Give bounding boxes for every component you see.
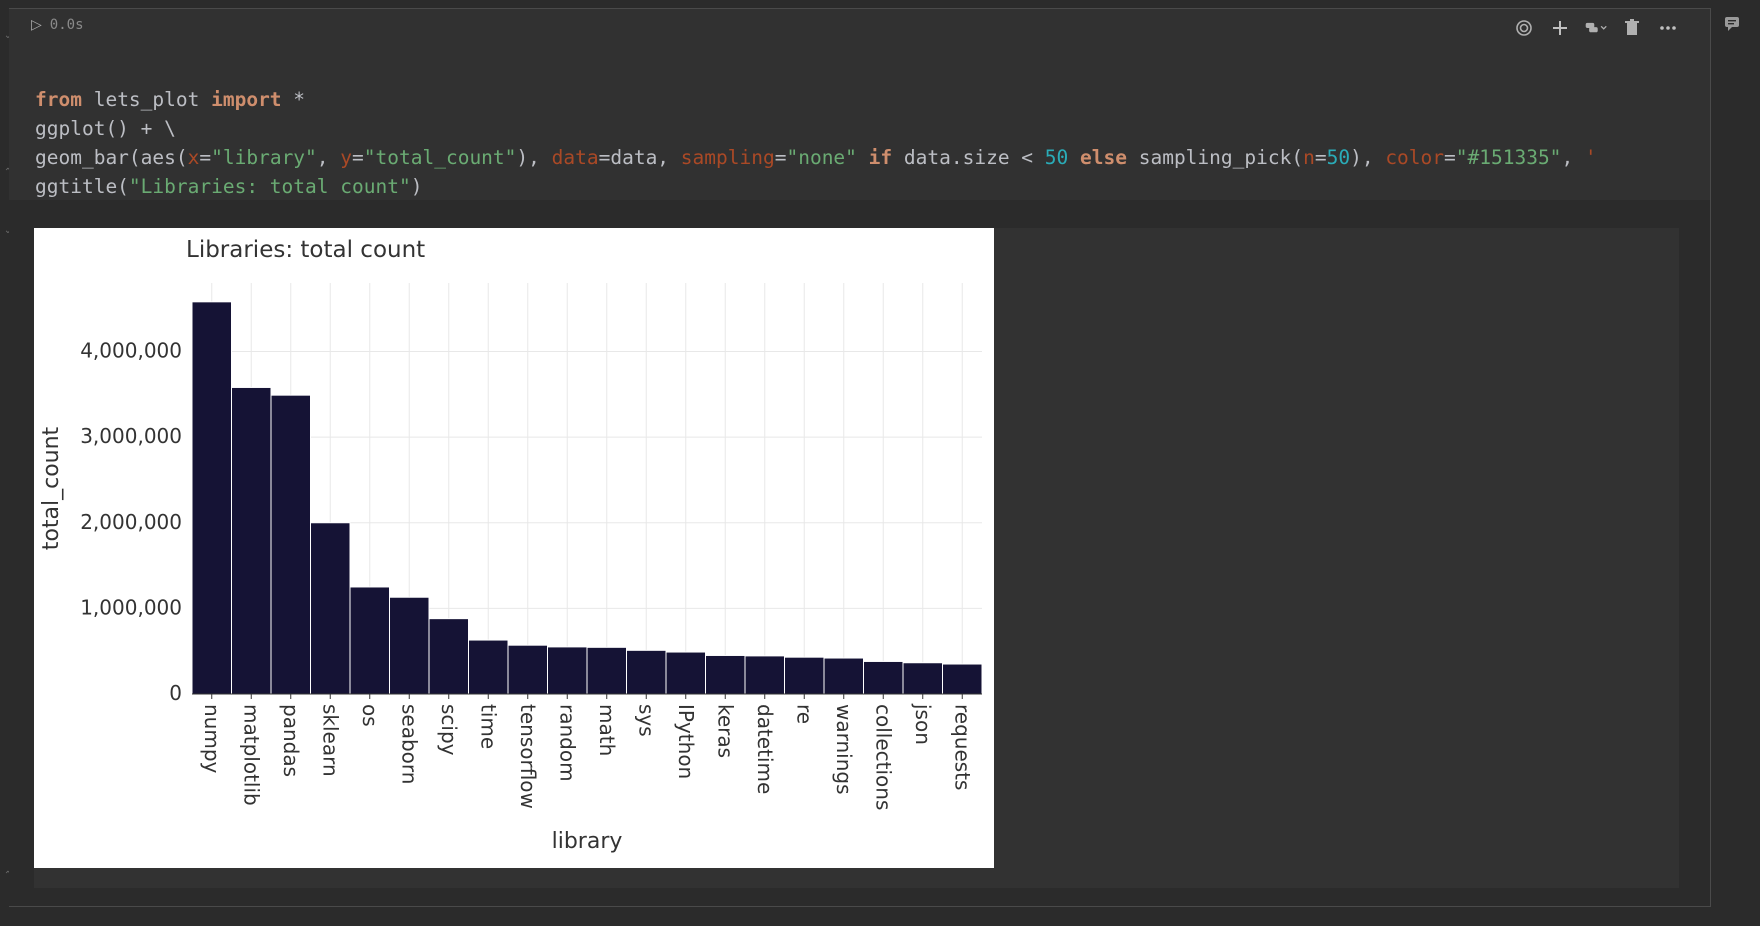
bar [902, 662, 943, 695]
x-tick-label: random [555, 704, 579, 782]
execution-time: 0.0s [49, 17, 84, 33]
bar [468, 639, 509, 695]
code-editor[interactable]: ▷ 0.0s from lets_plot import * ggplot() +… [9, 9, 1710, 200]
x-tick-label: time [476, 704, 500, 749]
editor-gutter: ⌄ ⌃ ⌄ ⌃ [0, 0, 12, 926]
chart-container: 0 1,000,000 2,000,000 3,000,000 4,000,000 num… [34, 228, 994, 868]
x-tick-label: scipy [437, 704, 461, 756]
fold-icon[interactable]: ⌄ [3, 30, 13, 41]
x-tick-label: sys [634, 704, 658, 737]
bar [626, 649, 667, 695]
spiral-icon[interactable] [1512, 17, 1536, 39]
code-text[interactable]: from lets_plot import * ggplot() + \ geom_… [35, 56, 1695, 259]
bar [942, 663, 983, 695]
x-tick-label: keras [713, 704, 737, 758]
x-tick-label: re [792, 704, 816, 724]
bar [823, 657, 864, 695]
x-tick-label: requests [950, 704, 974, 790]
code-line: geom_bar(aes(x="library", y="total_count… [35, 146, 1597, 169]
fold-icon[interactable]: ⌃ [3, 870, 13, 881]
x-tick-label: pandas [279, 704, 303, 777]
plus-icon[interactable] [1548, 17, 1572, 39]
bar [586, 646, 627, 695]
trash-icon[interactable] [1620, 17, 1644, 39]
play-icon[interactable]: ▷ [31, 17, 42, 33]
x-tick-label: os [358, 704, 382, 727]
bar [784, 656, 825, 695]
bar [191, 301, 232, 695]
y-tick-label: 1,000,000 [80, 595, 182, 619]
x-tick-label: collections [871, 704, 895, 810]
bar [428, 618, 469, 695]
y-tick-label: 2,000,000 [80, 510, 182, 534]
x-tick-label: sklearn [318, 704, 342, 777]
fold-icon[interactable]: ⌃ [3, 167, 13, 178]
cell-output: 0 1,000,000 2,000,000 3,000,000 4,000,000 num… [34, 228, 1679, 888]
y-tick-label: 0 [169, 681, 182, 705]
x-tick-label: math [595, 704, 619, 756]
bar [310, 522, 351, 695]
bar [389, 596, 430, 695]
x-tick-label: seaborn [397, 704, 421, 784]
code-line: ggplot() + \ [35, 117, 176, 140]
bar [507, 644, 548, 695]
bar [231, 386, 272, 695]
x-tick-label: datetime [753, 704, 777, 794]
more-icon[interactable] [1656, 17, 1680, 39]
y-tick-label: 4,000,000 [80, 339, 182, 363]
x-tick-label: warnings [832, 704, 856, 795]
x-tick-label: numpy [200, 704, 224, 774]
bar [705, 654, 746, 695]
y-tick-label: 3,000,000 [80, 424, 182, 448]
code-line: from lets_plot import * [35, 88, 306, 111]
x-tick-label: json [911, 703, 935, 745]
chart-title: Libraries: total count [186, 237, 425, 263]
x-tick-label: IPython [674, 704, 698, 779]
bar [744, 655, 785, 695]
bar-chart: 0 1,000,000 2,000,000 3,000,000 4,000,000 num… [39, 237, 983, 854]
y-axis-label: total_count [39, 426, 64, 550]
bar [547, 646, 588, 695]
comment-icon[interactable] [1724, 16, 1748, 40]
bar [665, 651, 706, 695]
bar [349, 586, 390, 695]
python-icon[interactable] [1584, 17, 1608, 39]
notebook-cell[interactable]: ▷ 0.0s from lets_plot import * ggplot() +… [9, 8, 1711, 907]
x-tick-label: tensorflow [516, 704, 540, 809]
code-line: ggtitle("Libraries: total count") [35, 175, 423, 198]
bar [863, 660, 904, 695]
cell-toolbar [1512, 17, 1680, 39]
x-tick-label: matplotlib [239, 704, 263, 806]
fold-icon[interactable]: ⌄ [3, 225, 13, 236]
x-axis-label: library [552, 829, 623, 854]
bar [270, 394, 311, 695]
